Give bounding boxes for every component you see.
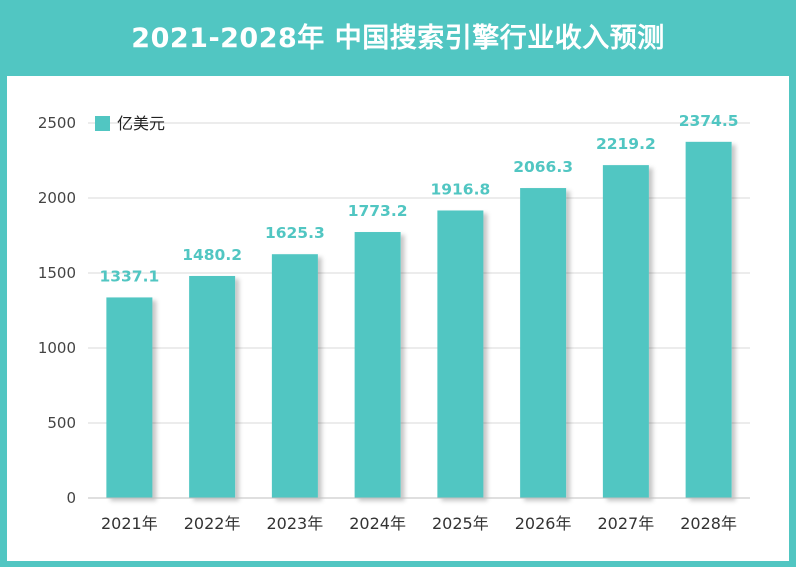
bar bbox=[106, 297, 153, 498]
bar bbox=[189, 275, 236, 498]
legend-swatch bbox=[95, 116, 110, 131]
x-tick-label: 2025年 bbox=[432, 514, 489, 533]
y-tick-label: 1000 bbox=[38, 339, 76, 357]
x-tick-label: 2023年 bbox=[267, 514, 324, 533]
x-tick-label: 2026年 bbox=[515, 514, 572, 533]
legend-label: 亿美元 bbox=[117, 114, 165, 133]
data-label: 2066.3 bbox=[513, 158, 573, 176]
data-label: 2219.2 bbox=[596, 135, 656, 153]
data-label: 2374.5 bbox=[679, 112, 739, 130]
y-tick-label: 2000 bbox=[38, 189, 76, 207]
data-label: 1773.2 bbox=[348, 202, 408, 220]
bar bbox=[520, 188, 567, 498]
data-label: 1480.2 bbox=[182, 246, 242, 264]
chart-panel: 0 500 1000 1500 2000 2500 1337.1 2021年 1480.2 202… bbox=[7, 76, 789, 561]
data-label: 1337.1 bbox=[99, 267, 159, 285]
x-tick-label: 2028年 bbox=[680, 514, 737, 533]
data-label: 1916.8 bbox=[430, 180, 490, 198]
bar bbox=[437, 210, 484, 499]
x-tick-label: 2027年 bbox=[598, 514, 655, 533]
x-tick-label: 2024年 bbox=[349, 514, 406, 533]
bar-chart: 0 500 1000 1500 2000 2500 1337.1 2021年 1480.2 202… bbox=[38, 112, 750, 533]
y-tick-label: 2500 bbox=[38, 114, 76, 132]
y-tick-label: 0 bbox=[66, 489, 76, 507]
x-tick-label: 2021年 bbox=[101, 514, 158, 533]
y-tick-label: 500 bbox=[47, 414, 76, 432]
y-tick-label: 1500 bbox=[38, 264, 76, 282]
bar bbox=[271, 254, 318, 498]
chart-title: 2021-2028年 中国搜索引擎行业收入预测 bbox=[131, 23, 665, 54]
x-tick-label: 2022年 bbox=[184, 514, 241, 533]
data-label: 1625.3 bbox=[265, 224, 325, 242]
bar bbox=[602, 165, 649, 498]
bar bbox=[354, 232, 401, 498]
bar bbox=[685, 141, 732, 498]
